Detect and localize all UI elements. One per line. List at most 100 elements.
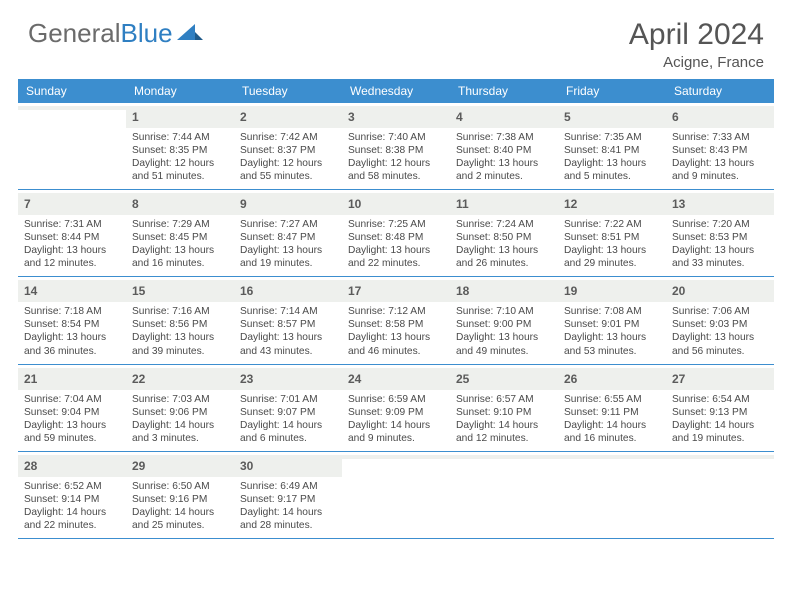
sunset-text: Sunset: 8:58 PM [348,318,444,331]
calendar-day-cell: 15Sunrise: 7:16 AMSunset: 8:56 PMDayligh… [126,277,234,363]
calendar-day-cell: 18Sunrise: 7:10 AMSunset: 9:00 PMDayligh… [450,277,558,363]
daynum-bar: 20 [666,280,774,302]
day-details: Sunrise: 7:03 AMSunset: 9:06 PMDaylight:… [132,393,228,445]
sunset-text: Sunset: 9:11 PM [564,406,660,419]
calendar-day-cell: 29Sunrise: 6:50 AMSunset: 9:16 PMDayligh… [126,452,234,538]
daynum-bar: 16 [234,280,342,302]
daynum-bar [342,455,450,459]
sunset-text: Sunset: 8:47 PM [240,231,336,244]
daynum-bar [666,455,774,459]
calendar-day-cell: 6Sunrise: 7:33 AMSunset: 8:43 PMDaylight… [666,103,774,189]
day-details: Sunrise: 7:01 AMSunset: 9:07 PMDaylight:… [240,393,336,445]
day-details: Sunrise: 7:27 AMSunset: 8:47 PMDaylight:… [240,218,336,270]
daylight-text: Daylight: 14 hours and 6 minutes. [240,419,336,445]
day-number: 21 [24,372,37,386]
calendar-day-cell: 28 Sunrise: 6:52 AMSunset: 9:14 PMDayligh… [18,452,126,538]
calendar-day-cell: 8Sunrise: 7:29 AMSunset: 8:45 PMDaylight… [126,190,234,276]
daylight-text: Daylight: 14 hours and 16 minutes. [564,419,660,445]
day-number: 15 [132,284,145,298]
calendar-day-cell: 9 Sunrise: 7:27 AMSunset: 8:47 PMDaylight… [234,190,342,276]
daylight-text: Daylight: 13 hours and 53 minutes. [564,331,660,357]
daynum-bar: 28 [18,455,126,477]
daylight-text: Daylight: 13 hours and 2 minutes. [456,157,552,183]
day-number: 9 [240,197,247,211]
daylight-text: Daylight: 13 hours and 12 minutes. [24,244,120,270]
sunrise-text: Sunrise: 7:16 AM [132,305,228,318]
daylight-text: Daylight: 14 hours and 12 minutes. [456,419,552,445]
calendar-day-cell: 3 Sunrise: 7:40 AMSunset: 8:38 PMDaylight… [342,103,450,189]
daynum-bar: 15 [126,280,234,302]
sunrise-text: Sunrise: 7:38 AM [456,131,552,144]
day-number: 3 [348,110,355,124]
sunset-text: Sunset: 8:41 PM [564,144,660,157]
sunset-text: Sunset: 8:38 PM [348,144,444,157]
sunrise-text: Sunrise: 7:10 AM [456,305,552,318]
calendar-day-cell: 27Sunrise: 6:54 AMSunset: 9:13 PMDayligh… [666,365,774,451]
calendar-day-cell: 26 Sunrise: 6:55 AMSunset: 9:11 PMDayligh… [558,365,666,451]
day-details: Sunrise: 6:55 AMSunset: 9:11 PMDaylight:… [564,393,660,445]
sunrise-text: Sunrise: 7:24 AM [456,218,552,231]
sunset-text: Sunset: 9:06 PM [132,406,228,419]
weekday-header: Monday [126,79,234,103]
logo-triangle-icon [177,18,203,49]
day-details: Sunrise: 6:52 AMSunset: 9:14 PMDaylight:… [24,480,120,532]
day-details: Sunrise: 7:20 AMSunset: 8:53 PMDaylight:… [672,218,768,270]
sunset-text: Sunset: 8:43 PM [672,144,768,157]
calendar-day-cell: 11Sunrise: 7:24 AMSunset: 8:50 PMDayligh… [450,190,558,276]
daylight-text: Daylight: 14 hours and 22 minutes. [24,506,120,532]
daynum-bar: 21 [18,368,126,390]
daynum-bar: 13 [666,193,774,215]
sunset-text: Sunset: 9:13 PM [672,406,768,419]
sunrise-text: Sunrise: 7:20 AM [672,218,768,231]
daylight-text: Daylight: 13 hours and 19 minutes. [240,244,336,270]
calendar-day-cell: 16 Sunrise: 7:14 AMSunset: 8:57 PMDayligh… [234,277,342,363]
day-details: Sunrise: 7:40 AMSunset: 8:38 PMDaylight:… [348,131,444,183]
day-number: 12 [564,197,577,211]
day-details: Sunrise: 7:31 AMSunset: 8:44 PMDaylight:… [24,218,120,270]
daylight-text: Daylight: 13 hours and 22 minutes. [348,244,444,270]
daynum-bar: 26 [558,368,666,390]
daynum-bar: 19 [558,280,666,302]
calendar-day-cell: 5Sunrise: 7:35 AMSunset: 8:41 PMDaylight… [558,103,666,189]
day-details: Sunrise: 7:14 AMSunset: 8:57 PMDaylight:… [240,305,336,357]
calendar-day-cell: 7 Sunrise: 7:31 AMSunset: 8:44 PMDaylight… [18,190,126,276]
day-details: Sunrise: 7:42 AMSunset: 8:37 PMDaylight:… [240,131,336,183]
daynum-bar: 24 [342,368,450,390]
sunset-text: Sunset: 9:01 PM [564,318,660,331]
day-details: Sunrise: 7:44 AMSunset: 8:35 PMDaylight:… [132,131,228,183]
title-block: April 2024 Acigne, France [629,18,764,71]
calendar-day-cell: 30Sunrise: 6:49 AMSunset: 9:17 PMDayligh… [234,452,342,538]
day-details: Sunrise: 6:57 AMSunset: 9:10 PMDaylight:… [456,393,552,445]
day-number: 28 [24,459,37,473]
weekday-header: Saturday [666,79,774,103]
day-number: 7 [24,197,31,211]
day-number: 10 [348,197,361,211]
day-number: 5 [564,110,571,124]
calendar-day-cell: 21Sunrise: 7:04 AMSunset: 9:04 PMDayligh… [18,365,126,451]
sunrise-text: Sunrise: 6:59 AM [348,393,444,406]
daynum-bar: 2 [234,106,342,128]
daylight-text: Daylight: 13 hours and 39 minutes. [132,331,228,357]
sunset-text: Sunset: 8:48 PM [348,231,444,244]
day-number: 17 [348,284,361,298]
daynum-bar: 29 [126,455,234,477]
day-details: Sunrise: 6:59 AMSunset: 9:09 PMDaylight:… [348,393,444,445]
sunrise-text: Sunrise: 7:25 AM [348,218,444,231]
daylight-text: Daylight: 14 hours and 9 minutes. [348,419,444,445]
day-details: Sunrise: 7:06 AMSunset: 9:03 PMDaylight:… [672,305,768,357]
sunset-text: Sunset: 8:45 PM [132,231,228,244]
daylight-text: Daylight: 12 hours and 51 minutes. [132,157,228,183]
daynum-bar: 14 [18,280,126,302]
daylight-text: Daylight: 14 hours and 25 minutes. [132,506,228,532]
day-number: 27 [672,372,685,386]
daynum-bar: 6 [666,106,774,128]
calendar-empty-cell [558,452,666,538]
sunrise-text: Sunrise: 7:22 AM [564,218,660,231]
sunrise-text: Sunrise: 7:04 AM [24,393,120,406]
daylight-text: Daylight: 14 hours and 3 minutes. [132,419,228,445]
sunrise-text: Sunrise: 7:06 AM [672,305,768,318]
daylight-text: Daylight: 13 hours and 33 minutes. [672,244,768,270]
day-details: Sunrise: 7:22 AMSunset: 8:51 PMDaylight:… [564,218,660,270]
sunrise-text: Sunrise: 7:01 AM [240,393,336,406]
daynum-bar: 18 [450,280,558,302]
